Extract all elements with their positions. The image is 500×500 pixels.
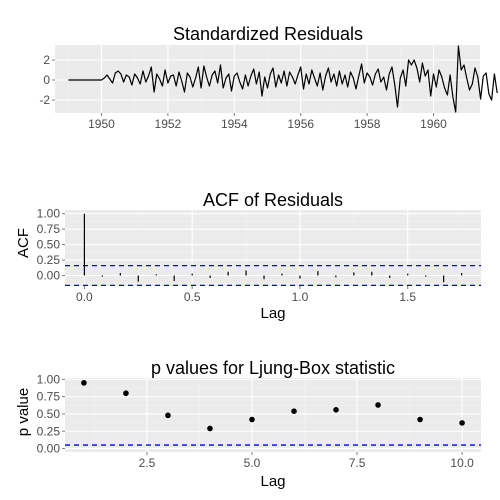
acf-x-tick-label: 0.0 (76, 290, 93, 304)
residuals-series-line (68, 45, 498, 113)
acf-panel (65, 210, 481, 286)
residuals-plot-area (55, 45, 480, 113)
ljung-box-x-tick-label: 2.5 (139, 456, 156, 470)
ljung-box-x-tick-label: 10.0 (450, 456, 474, 470)
ljung-box-point (165, 412, 171, 419)
acf-y-tick-label: 0.75 (37, 222, 61, 236)
residuals-x-tick-label: 1954 (221, 117, 248, 131)
acf-chart: ACF of Residuals Lag ACF 0.0 0.5 1.0 1.5 1.0… (15, 190, 481, 322)
ljung-box-y-label: p value (15, 388, 32, 436)
ljung-box-point (417, 416, 423, 423)
residuals-x-tick-label: 1958 (354, 117, 381, 131)
acf-x-tick-label: 1.5 (399, 290, 416, 304)
ljung-box-y-tick-label: 0.00 (37, 442, 61, 456)
acf-y-tick-label: 0.00 (37, 268, 61, 282)
residuals-title: Standardized Residuals (173, 24, 363, 44)
ljung-box-point (207, 425, 213, 432)
ljung-box-point (81, 380, 87, 386)
acf-x-tick-label: 1.0 (292, 290, 309, 304)
acf-y-label: ACF (15, 228, 32, 258)
ljung-box-plot-area (65, 378, 481, 452)
acf-y-tick-label: 0.50 (37, 238, 61, 252)
ljung-box-chart: p values for Ljung-Box statistic Lag p v… (15, 358, 481, 490)
acf-title: ACF of Residuals (203, 190, 343, 210)
ljung-box-x-tick-label: 5.0 (244, 456, 261, 470)
ljung-box-y-tick-label: 0.50 (37, 407, 61, 421)
ljung-box-point (375, 402, 381, 408)
acf-y-tick-label: 0.25 (37, 253, 61, 267)
ljung-box-point (333, 407, 339, 413)
ljung-box-panel (65, 378, 481, 452)
residuals-chart: Standardized Residuals 1950 1952 1954 1956 1… (39, 24, 498, 131)
ljung-box-point (249, 416, 255, 423)
ljung-box-y-tick-label: 1.00 (37, 372, 61, 386)
ljung-box-point (459, 420, 465, 426)
ljung-box-x-tick-label: 7.5 (349, 456, 366, 470)
ljung-box-x-label: Lag (260, 473, 285, 490)
residuals-x-tick-label: 1956 (287, 117, 314, 131)
residuals-y-tick-label: -2 (39, 93, 50, 107)
ljung-box-y-tick-label: 0.25 (37, 424, 61, 438)
ljung-box-point (123, 390, 129, 397)
residuals-x-tick-label: 1952 (155, 117, 182, 131)
acf-plot-area (65, 210, 481, 286)
ljung-box-title: p values for Ljung-Box statistic (151, 358, 395, 378)
residuals-x-tick-label: 1960 (420, 117, 447, 131)
residuals-y-tick-label: 0 (43, 73, 50, 87)
acf-x-tick-label: 0.5 (184, 290, 201, 304)
ljung-box-y-tick-label: 0.75 (37, 390, 61, 404)
residuals-x-tick-label: 1950 (88, 117, 115, 131)
residuals-y-tick-label: 2 (43, 53, 50, 67)
acf-x-label: Lag (260, 305, 285, 322)
acf-y-tick-label: 1.00 (37, 207, 61, 221)
ljung-box-point (291, 408, 297, 414)
